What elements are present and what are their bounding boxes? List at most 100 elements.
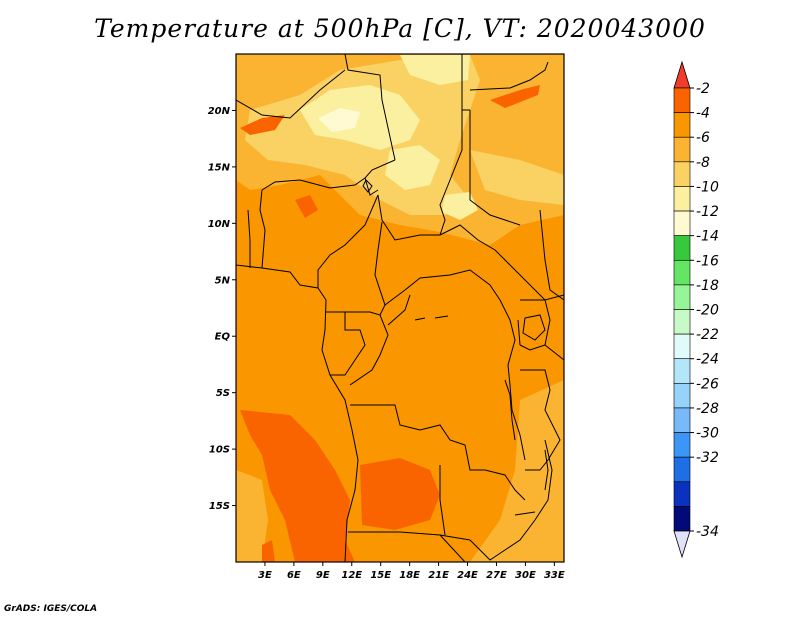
border-zimbabwe [469, 519, 536, 561]
border-angola-zambia [439, 465, 446, 536]
temperature-field [236, 54, 564, 562]
colorbar-band [673, 87, 691, 113]
lake-malawi [544, 449, 549, 491]
lon-tick-label: 12E [341, 570, 362, 581]
river-congo-dash [414, 315, 449, 321]
border-sudan-southsudan [439, 224, 564, 301]
field-deep-nigeria [295, 195, 318, 218]
colorbar-band [673, 136, 691, 163]
colorbar-label: -10 [696, 179, 719, 195]
border-togo [247, 209, 251, 268]
colorbar-label: -2 [696, 81, 710, 97]
field-light-sw [236, 470, 268, 562]
colorbar-label: -14 [696, 229, 719, 245]
colorbar-band [673, 407, 691, 433]
border-chad-car [377, 194, 440, 241]
field-pale-3 [442, 192, 478, 220]
lat-tick-label: EQ [215, 332, 231, 343]
border-kenya [544, 344, 564, 361]
colorbar-band [673, 161, 691, 187]
lake-tanganyika [504, 379, 516, 441]
field-deep-nw [240, 115, 285, 135]
lon-tick-label: 3E [258, 570, 272, 581]
colorbar-bottom-arrow [673, 530, 691, 559]
latitude-axis: 20N 15N 10N 5N EQ 5S 10S 15S [208, 106, 236, 512]
border-drc-angola [350, 404, 485, 471]
map-title: Temperature at 500hPa [C], VT: 202004300… [94, 14, 706, 43]
coastline-red-sea [469, 61, 549, 91]
colorbar-band [673, 333, 691, 360]
field-cream [318, 108, 360, 132]
lon-tick-label: 24E [457, 570, 478, 581]
border-malawi [534, 439, 553, 521]
colorbar-label: -12 [696, 204, 719, 220]
border-zambia-drc [484, 469, 526, 501]
lat-tick-label: 5N [215, 275, 231, 286]
lon-tick-label: 6E [287, 570, 301, 581]
field-deep-small [262, 540, 275, 562]
lat-tick-label: 5S [216, 388, 230, 399]
border-drc-east [499, 299, 526, 461]
field-deep-ne [490, 85, 540, 108]
lake-chad [362, 179, 373, 193]
colorbar-label: -34 [696, 524, 719, 540]
border-sudan-east [469, 110, 521, 226]
colorbar-label: -8 [696, 155, 710, 171]
coastline-west [236, 264, 359, 562]
lon-tick-label: 33E [544, 570, 565, 581]
colorbar-band [673, 235, 691, 261]
plot-frame [235, 53, 565, 563]
grads-credit: GrADS: IGES/COLA [4, 604, 98, 614]
border-congo [345, 311, 389, 386]
field-yellow-east [470, 150, 564, 205]
field-pale-1 [300, 85, 420, 150]
field-deep-south-1 [240, 410, 355, 562]
colorbar-band [673, 309, 691, 335]
colorbar-band [673, 383, 691, 409]
lat-tick-label: 10S [209, 445, 230, 456]
lat-tick-label: 10N [208, 219, 231, 230]
border-gabon [326, 311, 366, 376]
border-botswana [439, 534, 466, 562]
border-mali-niger [236, 69, 346, 119]
lake-kariba [514, 511, 536, 516]
lat-tick-label: 15S [209, 501, 230, 512]
border-chad-sudan [439, 110, 463, 236]
colorbar-label: -32 [696, 450, 719, 466]
colorbar-band [673, 432, 691, 458]
lon-tick-label: 9E [316, 570, 330, 581]
lon-tick-label: 18E [399, 570, 420, 581]
lon-tick-label: 30E [515, 570, 536, 581]
border-car-drc [384, 269, 501, 306]
colorbar: -2 -4 -6 -8 -10 -12 -14 -16 -18 -20 -22 -24 -26 -28 -3… [673, 60, 719, 559]
colorbar-band [673, 456, 691, 483]
border-benin [259, 189, 266, 269]
longitude-axis: 3E 6E 9E 12E 15E 18E 21E 24E 27E 30E 33E [258, 562, 565, 581]
colorbar-label: -20 [696, 303, 719, 319]
border-cameroon-car [374, 221, 386, 316]
colorbar-band [673, 186, 691, 212]
colorbar-label: -26 [696, 376, 719, 392]
colorbar-band [673, 210, 691, 236]
lake-albert [517, 319, 521, 346]
field-deep-south-2 [360, 458, 440, 530]
border-tanzania [520, 369, 561, 471]
lon-tick-label: 21E [428, 570, 449, 581]
field-light-east [470, 380, 564, 562]
border-angola-namibia [348, 531, 471, 541]
colorbar-band [673, 481, 691, 507]
colorbar-label: -30 [696, 426, 719, 442]
border-nigeria-cameroon [317, 194, 379, 288]
colorbar-label: -28 [696, 401, 719, 417]
border-southsudan-ethiopia [539, 209, 564, 301]
country-borders [236, 54, 564, 562]
field-pale-4 [400, 55, 470, 85]
field-pale-2 [385, 145, 440, 190]
lat-tick-label: 20N [208, 106, 231, 117]
colorbar-label: -16 [696, 253, 719, 269]
colorbar-label: -22 [696, 327, 719, 343]
colorbar-label: -4 [696, 106, 710, 122]
lon-tick-label: 15E [370, 570, 391, 581]
border-uganda [519, 299, 551, 351]
